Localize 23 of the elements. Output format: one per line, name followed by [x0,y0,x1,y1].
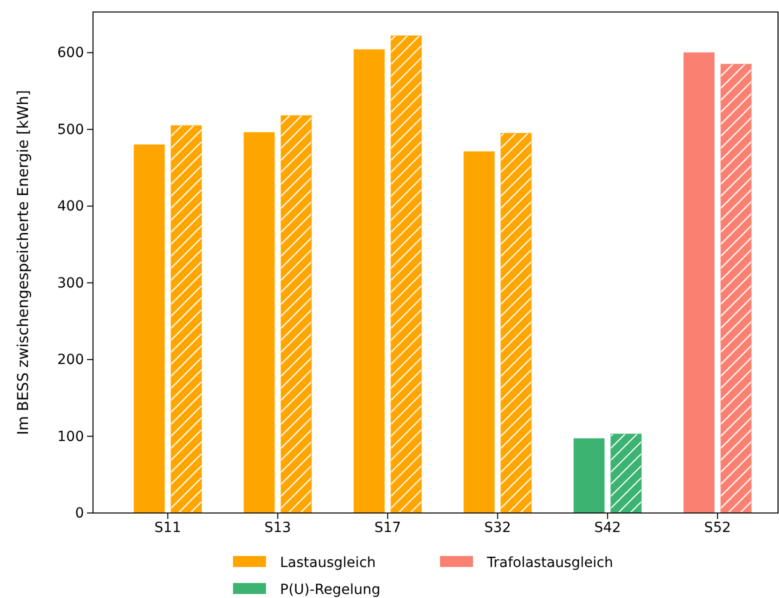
bar [572,437,606,514]
x-tick-label: S17 [374,520,402,536]
y-tick-label: 300 [57,275,84,292]
bar [682,51,716,514]
y-tick-label: 400 [57,198,84,215]
legend-label: P(U)-Regelung [280,582,380,598]
bar [352,48,386,514]
bar [462,150,496,514]
x-tick-label: S32 [484,520,511,536]
y-tick-label: 0 [75,505,84,522]
y-tick-label: 200 [57,352,84,368]
x-tick-label: S13 [264,520,292,536]
y-tick-label: 500 [57,122,84,138]
x-tick-label: S11 [154,520,182,536]
bar [132,143,166,514]
x-tick-label: S42 [594,520,621,536]
legend-label: Trafolastausgleich [486,555,614,571]
bar [242,131,276,514]
legend-label: Lastausgleich [280,555,376,571]
y-tick-label: 600 [57,45,84,62]
x-tick-label: S52 [704,520,731,536]
y-tick-label: 100 [57,428,84,445]
y-axis-title: Im BESS zwischengespeicherte Energie [kWh] [14,90,32,436]
